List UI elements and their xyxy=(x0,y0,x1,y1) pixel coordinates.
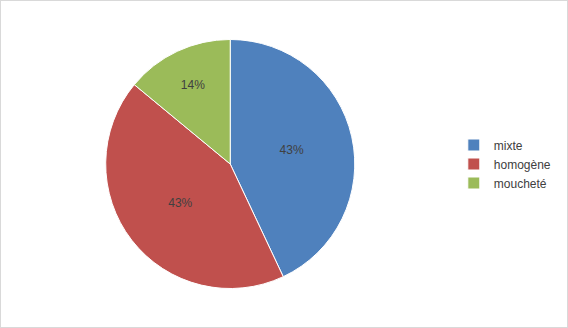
svg-text:homogène: homogène xyxy=(494,158,551,172)
svg-text:43%: 43% xyxy=(280,143,304,157)
svg-text:43%: 43% xyxy=(168,196,192,210)
svg-text:14%: 14% xyxy=(181,78,205,92)
svg-text:mixte: mixte xyxy=(494,139,523,153)
svg-text:moucheté: moucheté xyxy=(494,177,547,191)
